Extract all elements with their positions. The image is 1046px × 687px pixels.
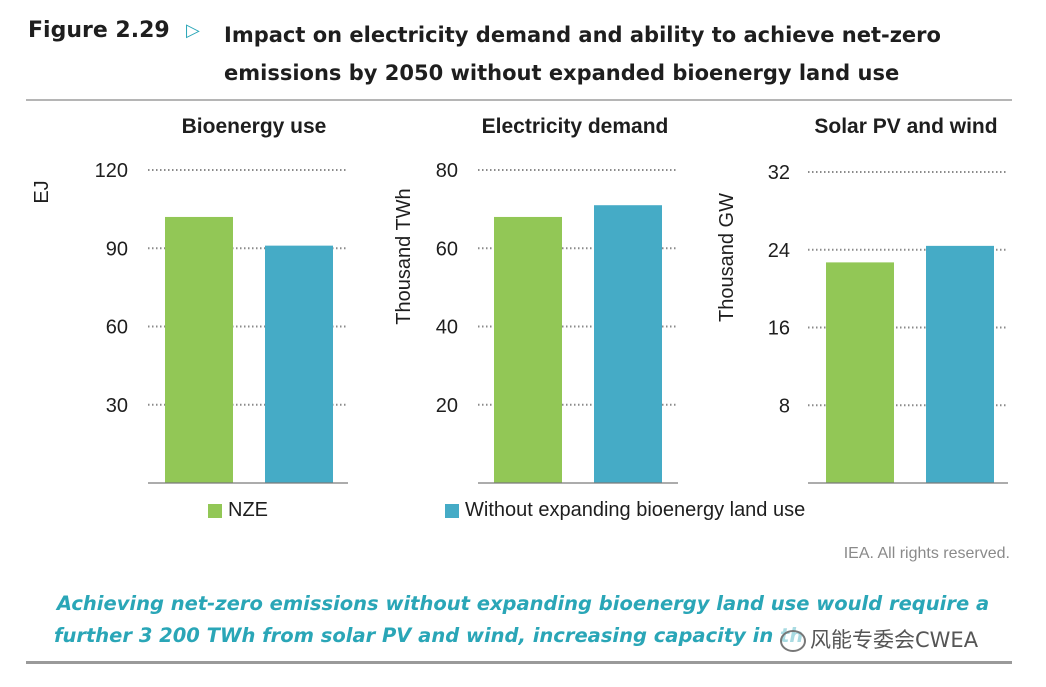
chart-2-bar-nze xyxy=(494,216,562,483)
caption-line-1: Achieving net-zero emissions without exp… xyxy=(56,592,990,615)
legend-swatch-without xyxy=(445,504,459,518)
wechat-icon xyxy=(780,630,806,652)
chart-3-bar-nze xyxy=(826,262,894,483)
chart-3-y-axis-label: Thousand GW xyxy=(716,193,738,322)
top-rule xyxy=(26,99,1012,101)
chart-3-y-tick-label: 24 xyxy=(768,240,790,262)
charts-area: Bioenergy use 30 60 90 120 EJ Electricity dema… xyxy=(31,115,1008,484)
source-note: IEA. All rights reserved. xyxy=(843,545,1010,562)
chart-1-y-tick-label: 30 xyxy=(106,395,128,417)
bottom-rule xyxy=(26,661,1012,664)
figure-title: Impact on electricity demand and ability… xyxy=(224,16,1024,92)
chart-1-title: Bioenergy use xyxy=(182,115,327,138)
chart-2-y-axis-label: Thousand TWh xyxy=(393,188,415,324)
chart-1-y-tick-label: 120 xyxy=(95,160,128,182)
chart-1-y-tick-label: 60 xyxy=(106,317,128,339)
chart-2-title: Electricity demand xyxy=(482,115,669,138)
chart-3-y-tick-label: 32 xyxy=(768,162,790,184)
chart-2-y-tick-label: 60 xyxy=(436,238,458,260)
chart-1-bar-nze xyxy=(165,216,233,483)
triangle-right-outline-icon: ▷ xyxy=(186,20,200,41)
figure-title-line-2: emissions by 2050 without expanded bioen… xyxy=(224,61,900,85)
chart-3-y-tick-label: 8 xyxy=(779,395,790,417)
chart-2-y-tick-label: 20 xyxy=(436,395,458,417)
chart-3-bar-without xyxy=(926,245,994,483)
chart-2-y-tick-label: 80 xyxy=(436,160,458,182)
chart-2-y-tick-label: 40 xyxy=(436,317,458,339)
chart-1-y-tick-label: 90 xyxy=(106,238,128,260)
legend-label-nze: NZE xyxy=(228,499,268,521)
chart-2-bar-without xyxy=(594,205,662,483)
caption-line-2: further 3 200 TWh from solar PV and wind… xyxy=(54,624,804,647)
figure-title-line-1: Impact on electricity demand and ability… xyxy=(224,23,941,47)
legend-swatch-nze xyxy=(208,504,222,518)
watermark: 风能专委会CWEA xyxy=(780,624,979,654)
chart-3-title: Solar PV and wind xyxy=(814,115,997,138)
figure-label: Figure 2.29 xyxy=(28,18,170,43)
chart-1-y-axis-label: EJ xyxy=(31,180,53,203)
watermark-text: 风能专委会CWEA xyxy=(810,628,979,652)
legend-label-without: Without expanding bioenergy land use xyxy=(465,499,806,521)
chart-3-y-tick-label: 16 xyxy=(768,318,790,340)
chart-1-bar-without xyxy=(265,245,333,483)
figure-caption: Achieving net-zero emissions without exp… xyxy=(40,588,1006,652)
